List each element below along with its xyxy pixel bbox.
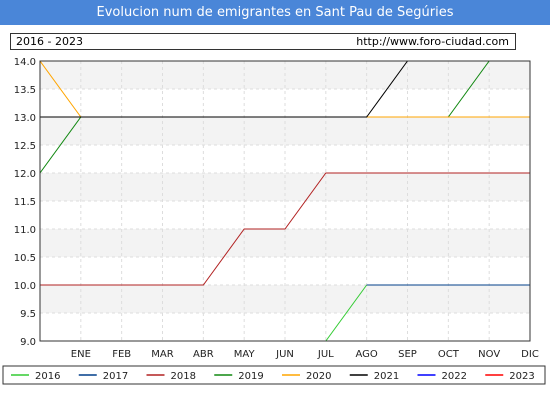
y-tick-label: 13.5 (14, 85, 36, 96)
legend-label-2016: 2016 (35, 371, 60, 382)
y-tick-label: 10.0 (14, 281, 36, 292)
source-url: http://www.foro-ciudad.com (356, 35, 509, 48)
legend-label-2019: 2019 (238, 371, 263, 382)
legend-label-2017: 2017 (103, 371, 128, 382)
legend-label-2018: 2018 (171, 371, 196, 382)
legend-label-2022: 2022 (442, 371, 467, 382)
legend: 2016 2017 2018 2019 2020 2021 2022 2023 (2, 365, 546, 385)
x-tick-label: JUN (275, 349, 294, 360)
x-axis: ENE FEB MAR ABR MAY JUN JUL AGO SEP OCT NOV DIC (71, 349, 539, 360)
year-range: 2016 - 2023 (16, 35, 83, 48)
x-tick-label: NOV (478, 349, 500, 360)
x-tick-label: ABR (193, 349, 214, 360)
y-tick-label: 11.0 (14, 225, 36, 236)
chart-title: Evolucion num de emigrantes en Sant Pau … (0, 0, 550, 25)
plot-border (39, 60, 531, 342)
series-lines (40, 61, 530, 341)
legend-label-2021: 2021 (374, 371, 399, 382)
y-tick-label: 10.5 (14, 253, 36, 264)
legend-label-2020: 2020 (306, 371, 331, 382)
y-tick-label: 12.0 (14, 169, 36, 180)
y-tick-label: 9.0 (20, 337, 36, 348)
plot-frame (39, 60, 531, 342)
legend-label-2023: 2023 (509, 371, 534, 382)
x-tick-label: SEP (398, 349, 417, 360)
x-tick-label: JUL (317, 349, 334, 360)
y-tick-label: 12.5 (14, 141, 36, 152)
x-tick-label: ENE (71, 349, 91, 360)
y-axis: 9.0 9.5 10.0 10.5 11.0 11.5 12.0 12.5 13.0 13.5 14… (14, 57, 36, 348)
legend-box (2, 365, 546, 385)
x-tick-label: MAY (234, 349, 256, 360)
x-tick-label: OCT (438, 349, 460, 360)
x-tick-label: FEB (112, 349, 131, 360)
y-tick-label: 11.5 (14, 197, 36, 208)
info-box: 2016 - 2023 http://www.foro-ciudad.com (10, 33, 516, 50)
series-line-2021 (40, 61, 408, 118)
x-tick-label: AGO (356, 349, 378, 360)
series-line-2016 (325, 284, 368, 341)
y-tick-label: 9.5 (20, 309, 36, 320)
series-line-2018 (40, 172, 530, 286)
y-tick-label: 13.0 (14, 113, 36, 124)
x-tick-label: DIC (521, 349, 539, 360)
y-tick-label: 14.0 (14, 57, 36, 68)
x-tick-label: MAR (151, 349, 173, 360)
